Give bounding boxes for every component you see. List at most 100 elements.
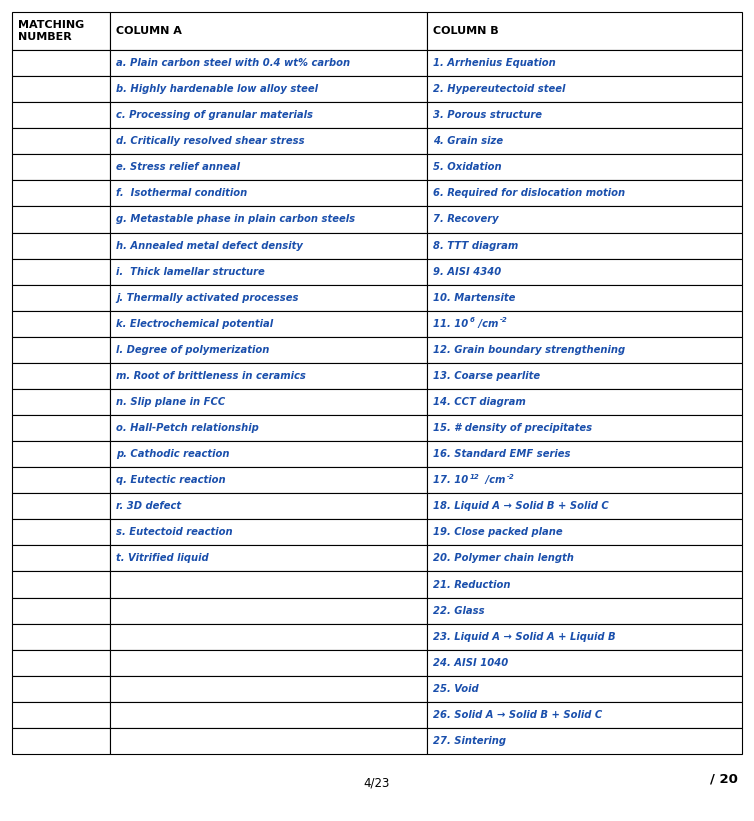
Text: 5. Oxidation: 5. Oxidation <box>434 163 502 172</box>
Text: 2. Hypereutectoid steel: 2. Hypereutectoid steel <box>434 84 566 94</box>
Bar <box>12 441 110 467</box>
Text: h. Annealed metal defect density: h. Annealed metal defect density <box>116 241 302 250</box>
Text: 27. Sintering: 27. Sintering <box>434 736 507 746</box>
Bar <box>110 624 428 649</box>
Bar <box>12 310 110 337</box>
Bar <box>110 415 428 441</box>
Bar <box>110 154 428 181</box>
Text: 25. Void: 25. Void <box>434 684 479 694</box>
Bar <box>12 493 110 520</box>
Bar <box>428 598 742 624</box>
Bar <box>12 285 110 310</box>
Bar <box>428 728 742 754</box>
Bar <box>110 76 428 102</box>
Bar <box>110 493 428 520</box>
Bar <box>110 520 428 545</box>
Bar <box>110 441 428 467</box>
Bar <box>428 232 742 259</box>
Text: 26. Solid A → Solid B + Solid C: 26. Solid A → Solid B + Solid C <box>434 710 602 720</box>
Text: COLUMN B: COLUMN B <box>434 26 499 36</box>
Bar <box>428 649 742 676</box>
Bar <box>12 728 110 754</box>
Text: 11. 10: 11. 10 <box>434 319 469 328</box>
Bar <box>12 76 110 102</box>
Text: 4. Grain size: 4. Grain size <box>434 136 504 146</box>
Bar <box>12 259 110 285</box>
Text: g. Metastable phase in plain carbon steels: g. Metastable phase in plain carbon stee… <box>116 214 355 224</box>
Bar <box>110 102 428 128</box>
Text: 23. Liquid A → Solid A + Liquid B: 23. Liquid A → Solid A + Liquid B <box>434 631 616 642</box>
Text: 14. CCT diagram: 14. CCT diagram <box>434 397 526 407</box>
Text: 22. Glass: 22. Glass <box>434 606 485 616</box>
Bar <box>110 467 428 493</box>
Bar <box>110 128 428 154</box>
Bar <box>428 310 742 337</box>
Text: l. Degree of polymerization: l. Degree of polymerization <box>116 345 269 355</box>
Bar <box>428 102 742 128</box>
Bar <box>12 363 110 389</box>
Bar <box>428 493 742 520</box>
Bar <box>110 363 428 389</box>
Text: k. Electrochemical potential: k. Electrochemical potential <box>116 319 273 328</box>
Bar <box>110 50 428 76</box>
Bar <box>428 702 742 728</box>
Bar <box>428 520 742 545</box>
Bar <box>110 649 428 676</box>
Bar <box>428 12 742 50</box>
Bar <box>428 181 742 206</box>
Bar <box>428 50 742 76</box>
Text: /cm: /cm <box>475 319 498 328</box>
Bar <box>110 181 428 206</box>
Text: t. Vitrified liquid: t. Vitrified liquid <box>116 553 208 563</box>
Text: a. Plain carbon steel with 0.4 wt% carbon: a. Plain carbon steel with 0.4 wt% carbo… <box>116 58 350 68</box>
Text: q. Eutectic reaction: q. Eutectic reaction <box>116 475 225 485</box>
Bar <box>12 520 110 545</box>
Bar <box>12 702 110 728</box>
Text: 15. # density of precipitates: 15. # density of precipitates <box>434 423 593 433</box>
Bar <box>428 76 742 102</box>
Text: 17. 10: 17. 10 <box>434 475 469 485</box>
Bar <box>428 545 742 571</box>
Bar <box>428 624 742 649</box>
Bar <box>428 259 742 285</box>
Text: 10. Martensite: 10. Martensite <box>434 293 516 303</box>
Bar <box>428 285 742 310</box>
Text: 13. Coarse pearlite: 13. Coarse pearlite <box>434 371 541 381</box>
Bar <box>110 728 428 754</box>
Text: -2: -2 <box>499 317 507 323</box>
Text: s. Eutectoid reaction: s. Eutectoid reaction <box>116 527 232 538</box>
Bar <box>110 12 428 50</box>
Bar <box>110 232 428 259</box>
Text: 7. Recovery: 7. Recovery <box>434 214 499 224</box>
Text: i.  Thick lamellar structure: i. Thick lamellar structure <box>116 267 265 277</box>
Bar <box>12 545 110 571</box>
Bar <box>428 441 742 467</box>
Text: 6. Required for dislocation motion: 6. Required for dislocation motion <box>434 188 626 199</box>
Bar <box>12 624 110 649</box>
Text: 12: 12 <box>470 474 479 479</box>
Bar <box>110 676 428 702</box>
Text: f.  Isothermal condition: f. Isothermal condition <box>116 188 247 199</box>
Bar <box>12 232 110 259</box>
Bar <box>110 310 428 337</box>
Text: j. Thermally activated processes: j. Thermally activated processes <box>116 293 299 303</box>
Bar <box>428 154 742 181</box>
Text: MATCHING
NUMBER: MATCHING NUMBER <box>18 20 84 42</box>
Text: 6: 6 <box>470 317 474 323</box>
Text: c. Processing of granular materials: c. Processing of granular materials <box>116 110 313 120</box>
Text: 8. TTT diagram: 8. TTT diagram <box>434 241 519 250</box>
Text: 16. Standard EMF series: 16. Standard EMF series <box>434 449 571 459</box>
Bar <box>428 389 742 415</box>
Text: d. Critically resolved shear stress: d. Critically resolved shear stress <box>116 136 305 146</box>
Bar <box>12 676 110 702</box>
Bar <box>12 649 110 676</box>
Bar <box>428 467 742 493</box>
Bar <box>12 12 110 50</box>
Text: 24. AISI 1040: 24. AISI 1040 <box>434 658 509 667</box>
Bar <box>12 415 110 441</box>
Bar <box>12 467 110 493</box>
Bar <box>428 128 742 154</box>
Bar <box>428 206 742 232</box>
Text: 1. Arrhenius Equation: 1. Arrhenius Equation <box>434 58 556 68</box>
Text: /cm: /cm <box>483 475 506 485</box>
